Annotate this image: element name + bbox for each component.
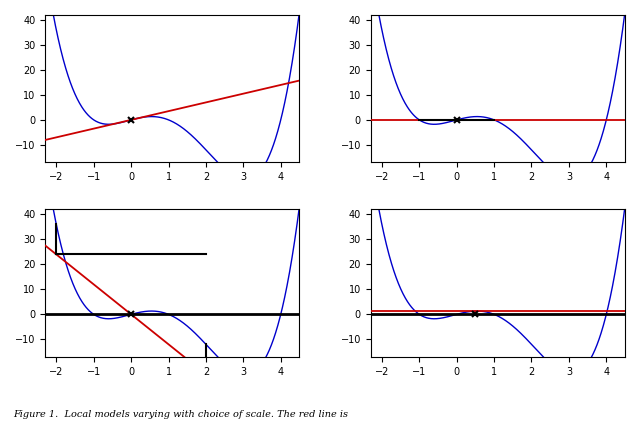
Text: Figure 1.  Local models varying with choice of scale. The red line is: Figure 1. Local models varying with choi… [13,410,348,419]
